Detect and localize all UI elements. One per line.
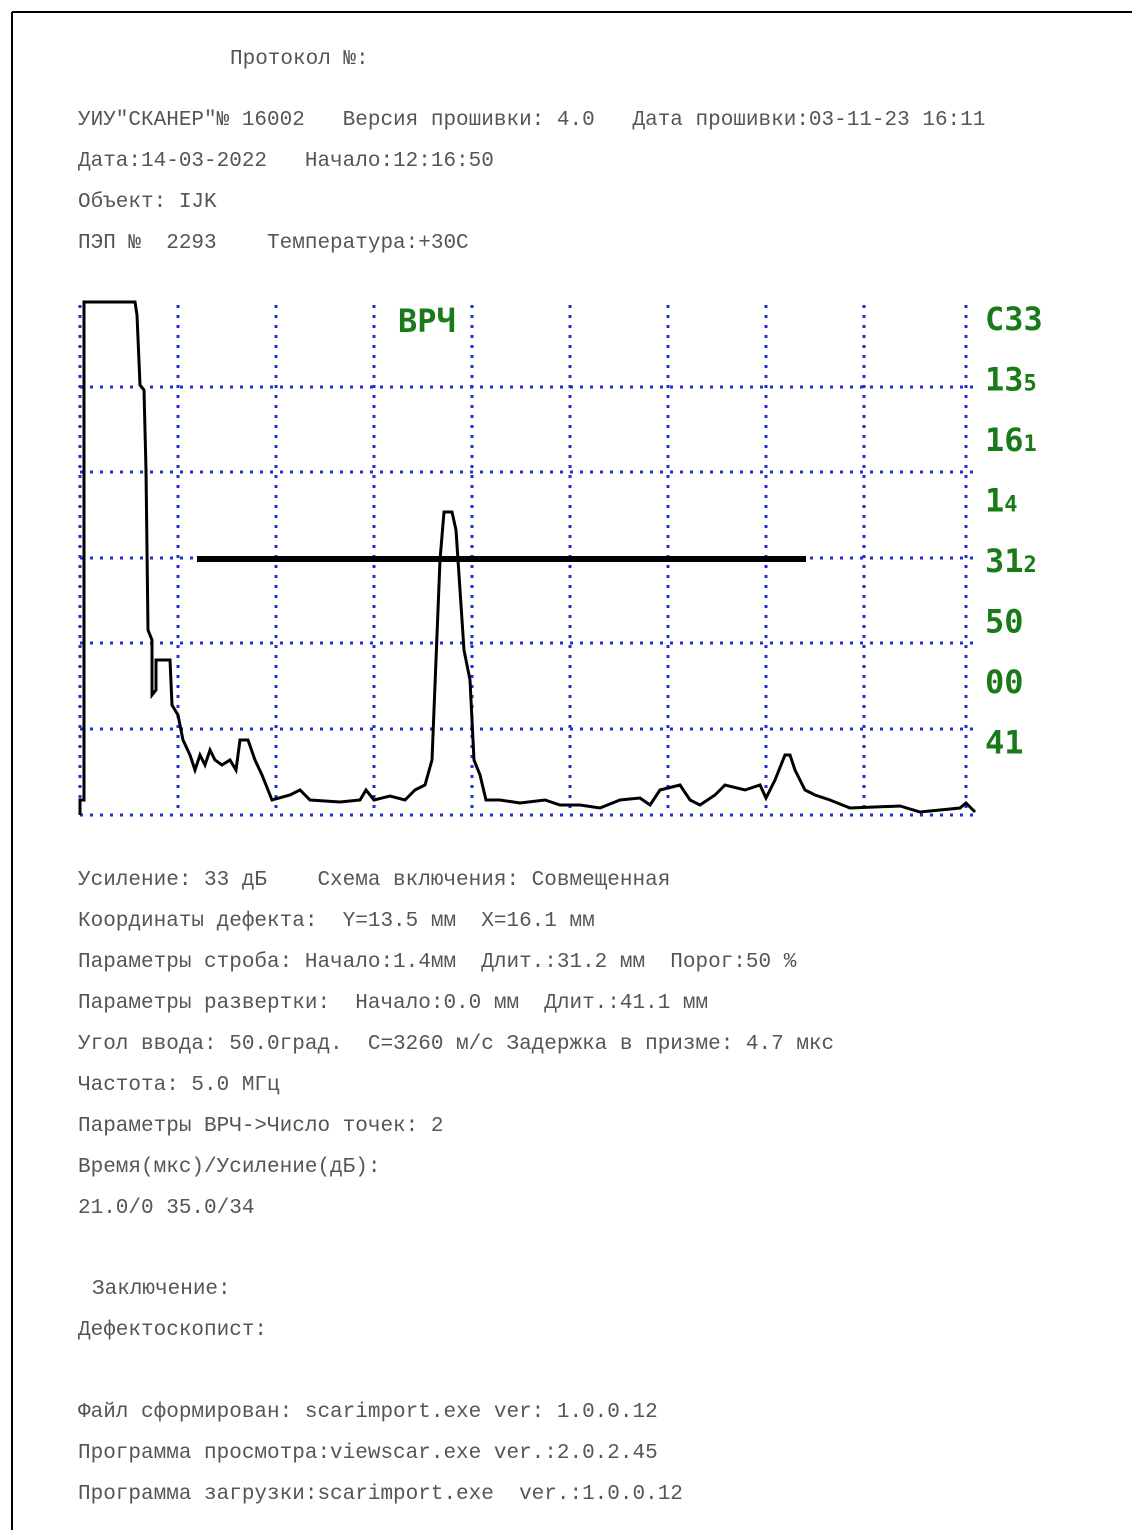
text-line: Угол ввода: 50.0град. C=3260 м/с Задержк… — [78, 1033, 834, 1056]
text-line: ПЭП № 2293 Температура:+30C — [78, 232, 469, 255]
side-label: 41 — [985, 724, 1024, 762]
label-main: 1 — [985, 482, 1004, 520]
label-main: 41 — [985, 724, 1024, 762]
text-line: 21.0/0 35.0/34 — [78, 1197, 254, 1220]
text-line: Дата:14-03-2022 Начало:12:16:50 — [78, 150, 494, 173]
label-main: 00 — [985, 663, 1024, 701]
text-line: Программа просмотра:viewscar.exe ver.:2.… — [78, 1442, 658, 1465]
text-line: УИУ"СКАНЕР"№ 16002 Версия прошивки: 4.0 … — [78, 109, 985, 132]
label-main: 50 — [985, 603, 1024, 641]
text-line: Дефектоскопист: — [78, 1319, 267, 1342]
label-main: C33 — [985, 300, 1043, 338]
protocol: Протокол №: — [230, 48, 369, 71]
text-line: Усиление: 33 дБ Схема включения: Совмеще… — [78, 869, 670, 892]
text-line: Параметры строба: Начало:1.4мм Длит.:31.… — [78, 951, 797, 974]
text-line: Заключение: — [92, 1278, 231, 1301]
side-label: C33 — [985, 300, 1043, 338]
text-line: Частота: 5.0 МГц — [78, 1074, 280, 1097]
side-label: 00 — [985, 663, 1024, 701]
label-sub: 1 — [1024, 432, 1037, 457]
label-sub: 5 — [1024, 372, 1037, 397]
text-line: Объект: IJK — [78, 191, 217, 214]
scan-title: ВРЧ — [398, 302, 456, 340]
label-sub: 4 — [1004, 493, 1017, 518]
side-label: 50 — [985, 603, 1024, 641]
text-line: Координаты дефекта: Y=13.5 мм X=16.1 мм — [78, 910, 595, 933]
document-text: УИУ"СКАНЕР"№ 16002 Версия прошивки: 4.0 … — [78, 109, 985, 1506]
label-sub: 2 — [1024, 553, 1037, 578]
label-main: 16 — [985, 421, 1024, 459]
label-main: 13 — [985, 361, 1024, 399]
side-label: 312 — [985, 542, 1037, 580]
text-line: Файл сформирован: scarimport.exe ver: 1.… — [78, 1401, 658, 1424]
text-line: Время(мкс)/Усиление(дБ): — [78, 1156, 380, 1179]
text-line: Параметры развертки: Начало:0.0 мм Длит.… — [78, 992, 708, 1015]
text-line: Параметры ВРЧ->Число точек: 2 — [78, 1115, 443, 1138]
label-main: 31 — [985, 542, 1024, 580]
text-line: Программа загрузки:scarimport.exe ver.:1… — [78, 1483, 683, 1506]
a-scan — [78, 300, 977, 815]
side-label: 135 — [985, 361, 1037, 399]
side-label: 14 — [985, 482, 1018, 520]
side-label: 161 — [985, 421, 1037, 459]
